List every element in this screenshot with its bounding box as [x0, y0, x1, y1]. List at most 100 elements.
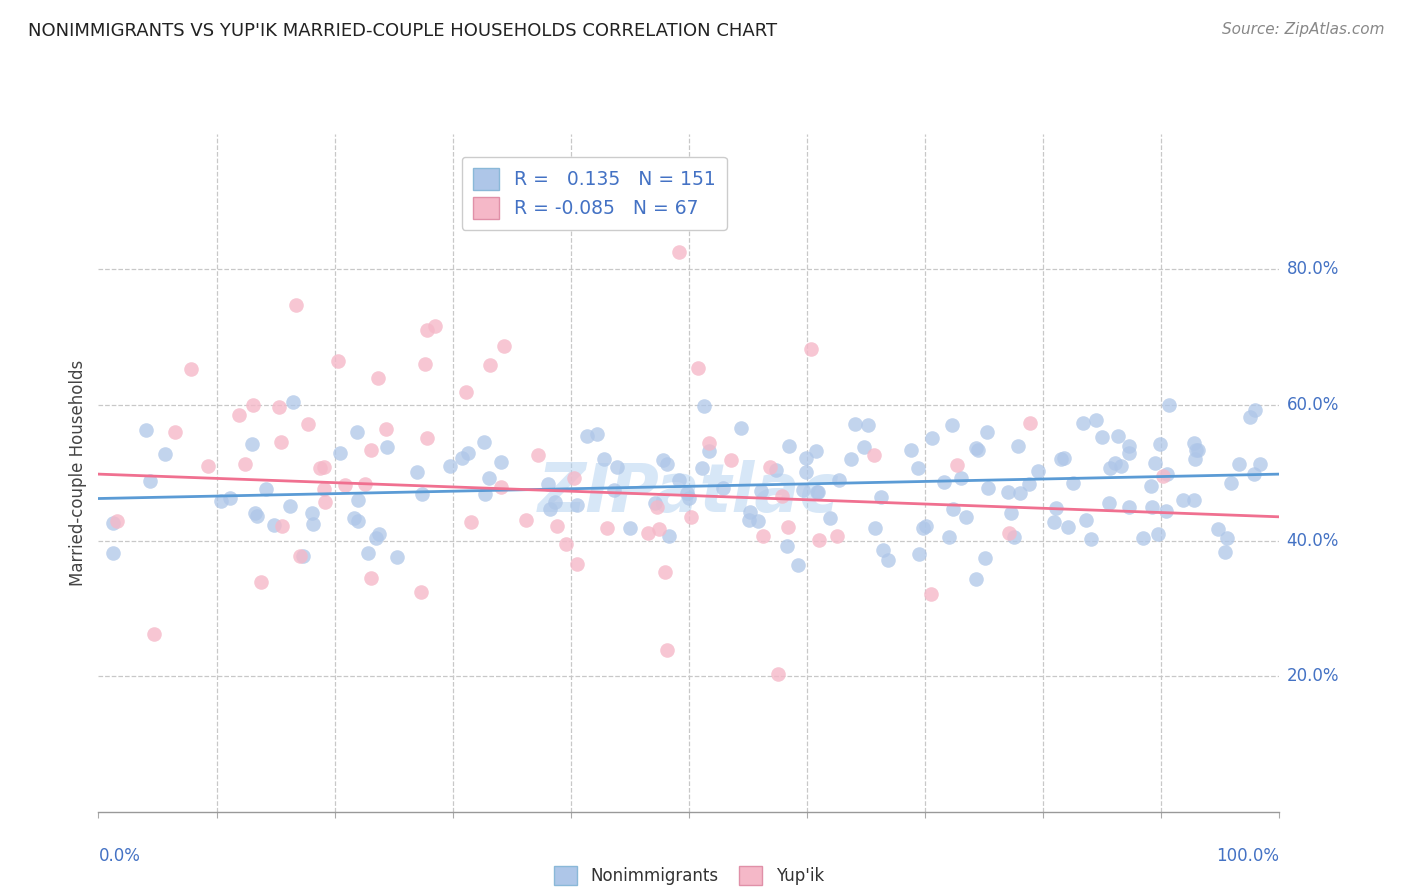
Point — [411, 486, 433, 500]
Legend: Nonimmigrants, Yup'ik: Nonimmigrants, Yup'ik — [547, 859, 831, 891]
Text: NONIMMIGRANTS VS YUP'IK MARRIED-COUPLE HOUSEHOLDS CORRELATION CHART: NONIMMIGRANTS VS YUP'IK MARRIED-COUPLE H… — [28, 22, 778, 40]
Point — [654, 565, 676, 579]
Point — [538, 502, 561, 516]
Point — [555, 537, 578, 551]
Point — [153, 447, 176, 461]
Point — [778, 440, 800, 454]
Point — [1062, 475, 1084, 490]
Point — [343, 511, 366, 525]
Text: Source: ZipAtlas.com: Source: ZipAtlas.com — [1222, 22, 1385, 37]
Point — [254, 482, 277, 496]
Point — [1085, 413, 1108, 427]
Point — [877, 553, 900, 567]
Point — [101, 546, 124, 560]
Point — [1002, 530, 1025, 544]
Point — [489, 480, 512, 494]
Point — [1213, 544, 1236, 558]
Point — [1132, 531, 1154, 545]
Point — [288, 549, 311, 563]
Point — [1019, 416, 1042, 430]
Point — [912, 521, 935, 535]
Point — [955, 509, 977, 524]
Point — [143, 627, 166, 641]
Point — [281, 394, 304, 409]
Point — [457, 446, 479, 460]
Point — [863, 521, 886, 535]
Point — [920, 587, 942, 601]
Text: ZIPatlас: ZIPatlас — [538, 460, 839, 526]
Point — [1187, 443, 1209, 458]
Point — [792, 483, 814, 498]
Point — [595, 521, 617, 535]
Point — [1219, 475, 1241, 490]
Point — [974, 551, 997, 566]
Point — [1026, 464, 1049, 478]
Point — [284, 297, 307, 311]
Point — [243, 507, 266, 521]
Point — [375, 422, 398, 436]
Point — [565, 498, 588, 512]
Point — [688, 360, 710, 375]
Point — [900, 442, 922, 457]
Point — [921, 431, 943, 445]
Point — [163, 425, 186, 440]
Point — [658, 528, 681, 542]
Point — [648, 522, 671, 536]
Point — [765, 463, 787, 477]
Point — [515, 513, 537, 527]
Point — [827, 528, 849, 542]
Point — [346, 492, 368, 507]
Point — [949, 471, 972, 485]
Point — [1056, 519, 1078, 533]
Point — [368, 527, 391, 541]
Point — [738, 513, 761, 527]
Point — [586, 426, 609, 441]
Point — [1042, 515, 1064, 529]
Point — [1142, 500, 1164, 514]
Point — [1074, 513, 1097, 527]
Point — [312, 482, 335, 496]
Point — [828, 473, 851, 487]
Point — [478, 359, 501, 373]
Y-axis label: Married-couple Households: Married-couple Households — [69, 359, 87, 586]
Point — [270, 434, 292, 449]
Point — [651, 453, 673, 467]
Point — [546, 519, 568, 533]
Text: 60.0%: 60.0% — [1286, 396, 1339, 414]
Point — [786, 558, 808, 573]
Point — [439, 459, 461, 474]
Point — [997, 485, 1019, 500]
Point — [478, 471, 501, 485]
Point — [354, 477, 377, 491]
Point — [308, 460, 330, 475]
Point — [668, 473, 690, 487]
Point — [544, 494, 567, 508]
Point — [759, 459, 782, 474]
Point — [301, 507, 323, 521]
Point — [711, 481, 734, 495]
Point — [794, 450, 817, 465]
Point — [1244, 403, 1267, 417]
Point — [1007, 439, 1029, 453]
Point — [1206, 522, 1229, 536]
Point — [101, 516, 124, 530]
Point — [844, 417, 866, 431]
Point — [998, 526, 1021, 541]
Point — [1118, 500, 1140, 514]
Point — [292, 549, 315, 563]
Point — [326, 354, 349, 368]
Point — [460, 515, 482, 529]
Point — [385, 550, 408, 565]
Point — [105, 514, 128, 528]
Point — [1156, 467, 1178, 481]
Point — [619, 521, 641, 535]
Point — [807, 533, 830, 547]
Point — [576, 429, 599, 443]
Point — [1107, 429, 1129, 443]
Point — [856, 417, 879, 432]
Point — [335, 477, 357, 491]
Point — [413, 357, 436, 371]
Text: 0.0%: 0.0% — [98, 847, 141, 865]
Point — [451, 451, 474, 466]
Point — [235, 457, 257, 471]
